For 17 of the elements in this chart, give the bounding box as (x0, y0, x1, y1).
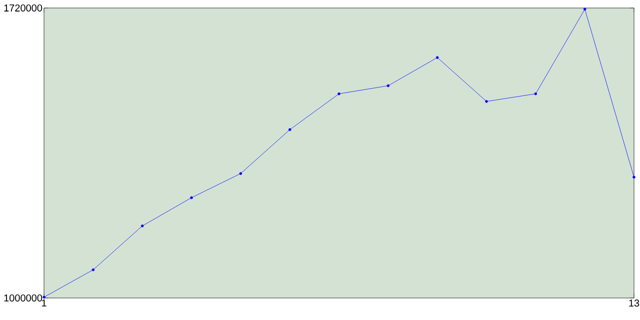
point (485, 100, 488, 103)
point (583, 8, 586, 11)
x-tick-label: 13 (629, 300, 640, 307)
point (288, 128, 292, 132)
point (386, 84, 390, 88)
point (436, 56, 439, 59)
point (92, 268, 95, 272)
y-tick-label: 1720000 (4, 4, 42, 12)
y-tick-label: 1000000 (4, 294, 42, 302)
point (239, 172, 242, 175)
point (338, 92, 340, 96)
point (534, 92, 538, 96)
point (632, 176, 636, 179)
point (42, 296, 46, 299)
x-tick-label: 1 (42, 300, 46, 306)
point (140, 224, 144, 228)
point (190, 196, 193, 200)
